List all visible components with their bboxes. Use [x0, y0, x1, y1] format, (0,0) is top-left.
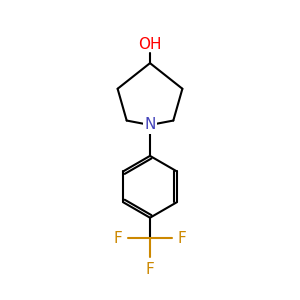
Text: F: F — [146, 262, 154, 277]
Text: N: N — [144, 118, 156, 133]
Text: OH: OH — [138, 37, 162, 52]
Text: F: F — [177, 231, 186, 246]
Text: F: F — [114, 231, 123, 246]
